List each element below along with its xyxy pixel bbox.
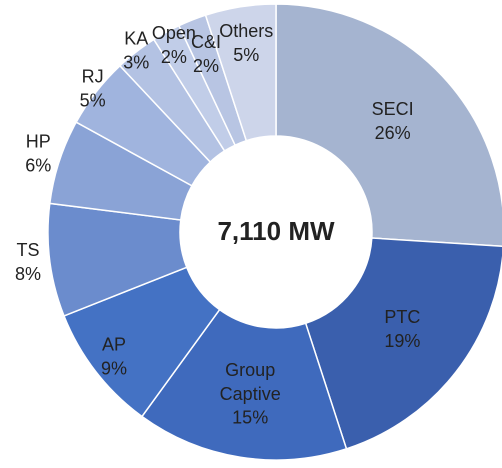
center-label: 7,110 MW [217, 216, 335, 246]
segment-value: 2% [161, 47, 187, 67]
segment-label: Open [152, 23, 196, 43]
segment-value: 19% [384, 331, 420, 351]
segment-label: HP [26, 131, 51, 151]
segment-value: 6% [25, 155, 51, 175]
segment-label: C&I [191, 32, 221, 52]
segment-value: 9% [101, 358, 127, 378]
segment-label: KA [124, 29, 148, 49]
donut-segment [275, 3, 502, 247]
donut-segment [304, 237, 502, 450]
segment-label: PTC [384, 307, 420, 327]
segment-value: 5% [80, 91, 106, 111]
donut-segment [204, 3, 277, 142]
segment-label: Group Captive [220, 360, 281, 404]
segment-value: 2% [193, 56, 219, 76]
segment-value: 15% [232, 408, 268, 428]
segment-label: Others [219, 21, 273, 41]
segment-label: AP [102, 334, 126, 354]
segment-value: 26% [375, 123, 411, 143]
segment-value: 8% [15, 264, 41, 284]
segment-label: TS [16, 240, 39, 260]
segment-value: 3% [123, 53, 149, 73]
segment-value: 5% [233, 45, 259, 65]
segment-label: RJ [82, 67, 104, 87]
segment-label: SECI [372, 99, 414, 119]
